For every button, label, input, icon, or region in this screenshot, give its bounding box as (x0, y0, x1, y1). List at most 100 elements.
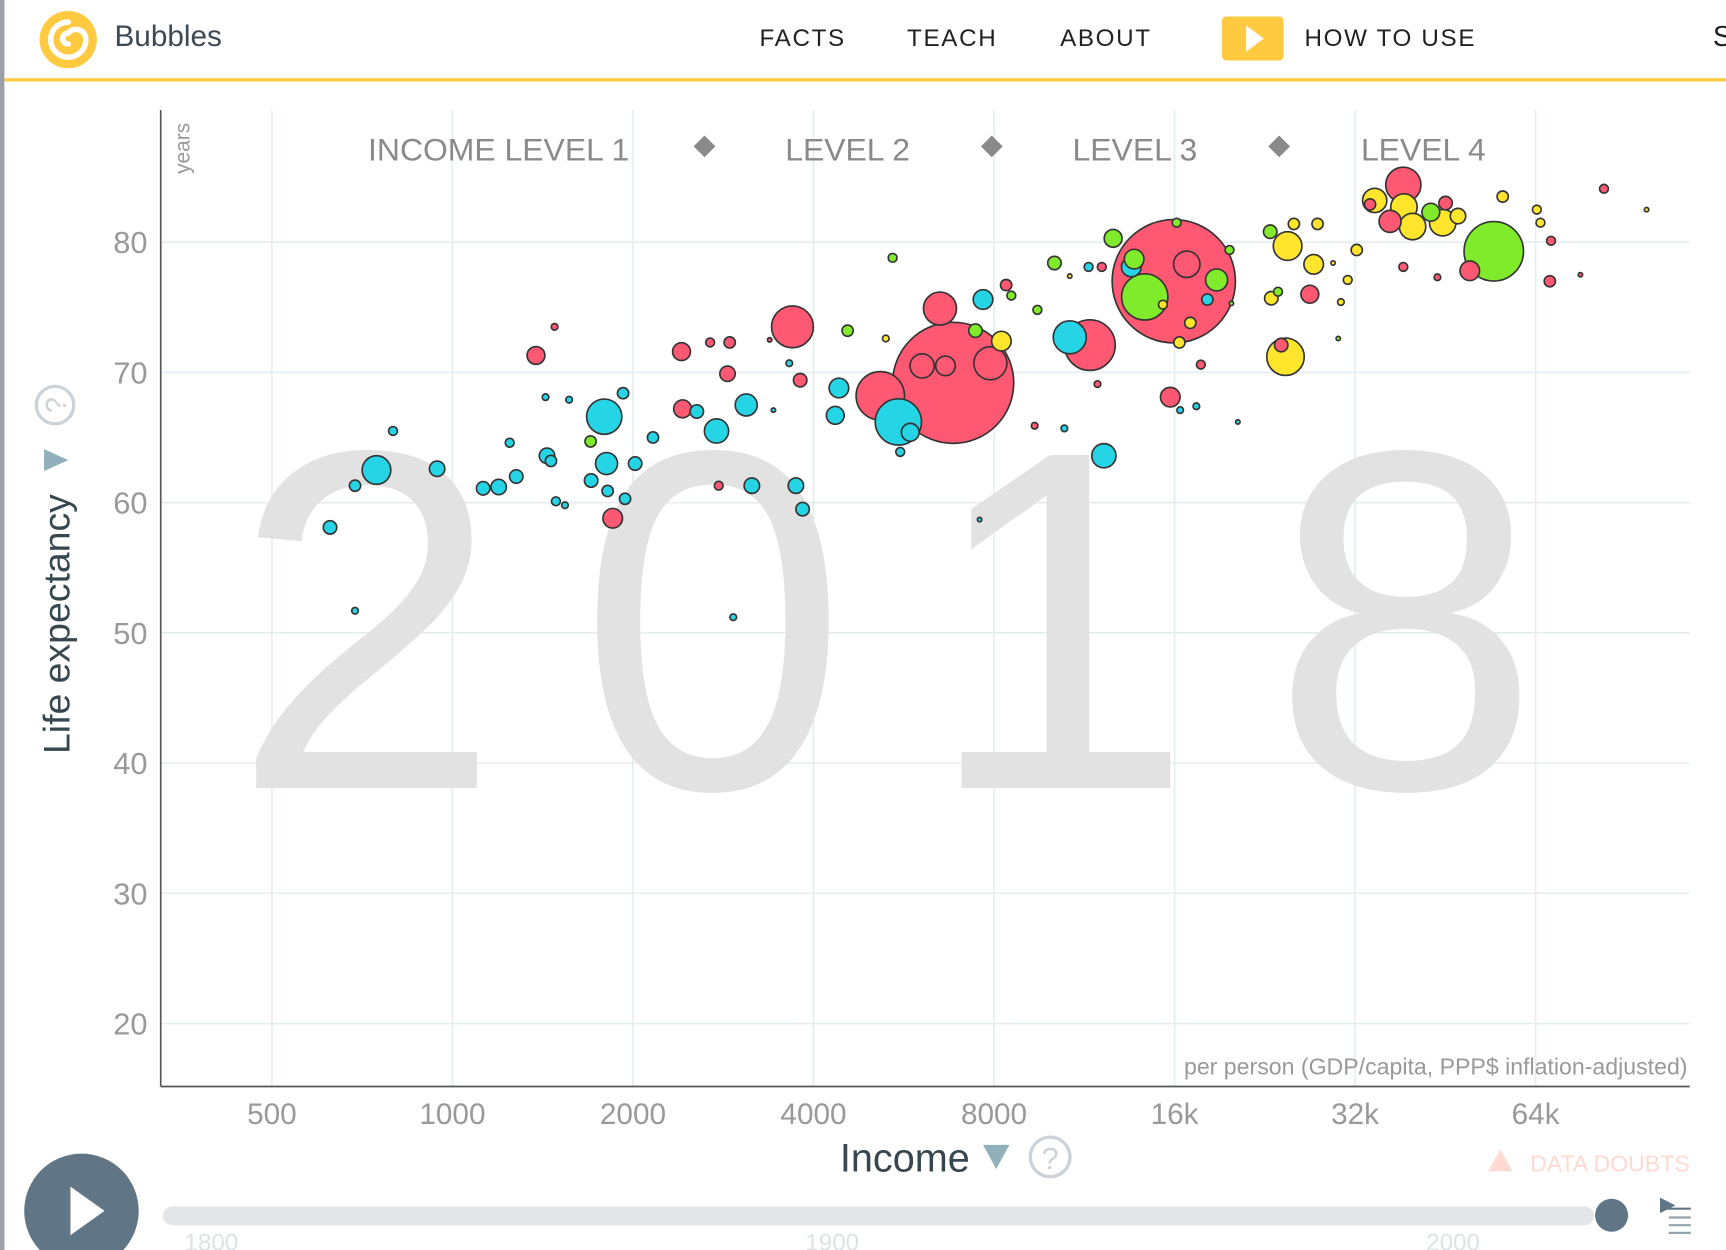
bubble-americas[interactable] (1046, 255, 1062, 271)
bubble-asia[interactable] (1363, 197, 1377, 211)
bubble-africa[interactable] (1200, 293, 1214, 306)
bubble-asia[interactable] (1545, 235, 1557, 247)
bubble-africa[interactable] (560, 501, 570, 510)
bubble-europe[interactable] (1303, 253, 1325, 275)
bubble-americas[interactable] (1272, 286, 1284, 297)
bubble-asia[interactable] (1300, 284, 1320, 304)
bubble-americas[interactable] (1228, 300, 1235, 307)
bubble-africa[interactable] (743, 477, 761, 495)
timeline-thumb[interactable] (1595, 1198, 1629, 1232)
bubble-asia[interactable] (672, 399, 693, 419)
bubble-europe[interactable] (1272, 230, 1303, 262)
bubble-asia[interactable] (1433, 273, 1442, 282)
bubble-africa[interactable] (785, 359, 794, 368)
bubble-africa[interactable] (508, 468, 524, 485)
bubble-americas[interactable] (1006, 290, 1017, 301)
bubble-asia[interactable] (1159, 386, 1181, 408)
bubble-asia[interactable] (1093, 379, 1102, 389)
bubble-asia[interactable] (909, 352, 936, 379)
x-axis-help-icon[interactable]: ? (1028, 1135, 1072, 1179)
bubble-asia[interactable] (770, 305, 815, 349)
bubble-africa[interactable] (585, 398, 623, 436)
bubble-asia[interactable] (973, 345, 1008, 381)
bubble-africa[interactable] (490, 478, 508, 496)
bubble-africa[interactable] (1176, 406, 1185, 415)
bubble-africa[interactable] (348, 479, 362, 493)
bubble-americas[interactable] (1204, 268, 1229, 292)
bubble-africa[interactable] (1192, 402, 1201, 411)
bubble-europe[interactable] (881, 334, 890, 343)
bubble-europe[interactable] (990, 330, 1013, 352)
bubble-europe[interactable] (1066, 273, 1073, 280)
bubble-europe[interactable] (1496, 190, 1510, 204)
bubble-asia[interactable] (1598, 183, 1610, 195)
nav-facts[interactable]: FACTS (759, 24, 846, 52)
bubble-africa[interactable] (618, 492, 632, 506)
bubble-africa[interactable] (976, 516, 983, 523)
bubble-asia[interactable] (671, 341, 692, 362)
nav-how-to-use[interactable]: HOW TO USE (1304, 24, 1477, 52)
bubble-asia[interactable] (1378, 209, 1402, 234)
bubble-asia[interactable] (713, 480, 724, 491)
nav-cut-item[interactable]: S (1713, 20, 1726, 54)
nav-teach[interactable]: TEACH (907, 24, 998, 52)
x-axis-label[interactable]: Income (840, 1136, 970, 1180)
bubble-americas[interactable] (584, 434, 598, 448)
bubble-asia[interactable] (792, 372, 808, 388)
bubble-africa[interactable] (564, 395, 574, 404)
bubble-asia[interactable] (602, 507, 624, 529)
play-button[interactable] (24, 1153, 139, 1250)
bubble-africa[interactable] (541, 393, 550, 402)
bubble-americas[interactable] (1120, 272, 1169, 321)
bubble-africa[interactable] (322, 519, 338, 535)
bubble-americas[interactable] (967, 323, 983, 339)
bubble-asia[interactable] (1172, 250, 1201, 279)
bubble-africa[interactable] (428, 460, 446, 478)
data-doubts-link[interactable]: DATA DOUBTS (1488, 1149, 1690, 1176)
bubble-asia[interactable] (1438, 195, 1454, 211)
speed-menu-icon[interactable] (1660, 1197, 1691, 1234)
bubble-africa[interactable] (1083, 261, 1094, 273)
bubble-africa[interactable] (475, 480, 491, 496)
bubble-asia[interactable] (999, 278, 1013, 292)
bubble-asia[interactable] (1577, 271, 1584, 278)
bubble-africa[interactable] (828, 377, 850, 399)
bubble-africa[interactable] (825, 405, 846, 426)
bubble-asia[interactable] (1273, 337, 1289, 353)
bubble-americas[interactable] (1224, 244, 1235, 256)
bubble-asia[interactable] (1195, 359, 1207, 370)
bubble-americas[interactable] (887, 252, 898, 264)
y-axis-selector-triangle-icon[interactable] (44, 449, 69, 472)
bubble-europe[interactable] (1643, 206, 1650, 213)
bubble-africa[interactable] (729, 613, 738, 622)
bubble-africa[interactable] (550, 496, 562, 507)
bubble-americas[interactable] (841, 324, 855, 338)
bubble-africa[interactable] (350, 606, 360, 615)
bubble-africa[interactable] (1052, 319, 1088, 355)
bubble-africa[interactable] (1090, 442, 1117, 469)
bubble-asia[interactable] (1030, 421, 1039, 430)
y-axis-label[interactable]: Life expectancy (35, 494, 77, 754)
bubble-europe[interactable] (1157, 299, 1169, 310)
bubble-americas[interactable] (1335, 335, 1342, 342)
bubble-asia[interactable] (766, 336, 773, 343)
bubble-africa[interactable] (594, 451, 619, 476)
bubble-asia[interactable] (1459, 260, 1481, 282)
how-to-use-play-button[interactable] (1221, 16, 1284, 61)
bubble-asia[interactable] (1096, 261, 1108, 273)
bubble-africa[interactable] (895, 446, 906, 458)
nav-about[interactable]: ABOUT (1060, 24, 1152, 52)
bubble-americas[interactable] (1123, 248, 1145, 270)
bubble-americas[interactable] (1171, 217, 1182, 228)
bubble-africa[interactable] (787, 477, 805, 495)
bubble-africa[interactable] (689, 403, 705, 420)
logo-icon[interactable] (37, 9, 99, 71)
bubble-africa[interactable] (972, 288, 994, 311)
y-axis-help-icon[interactable]: ? (34, 384, 76, 426)
bubble-asia[interactable] (718, 365, 737, 383)
bubble-africa[interactable] (583, 472, 599, 489)
bubble-europe[interactable] (1311, 217, 1324, 231)
bubble-africa[interactable] (627, 456, 643, 472)
bubble-europe[interactable] (1330, 259, 1337, 267)
bubble-africa[interactable] (504, 437, 515, 448)
